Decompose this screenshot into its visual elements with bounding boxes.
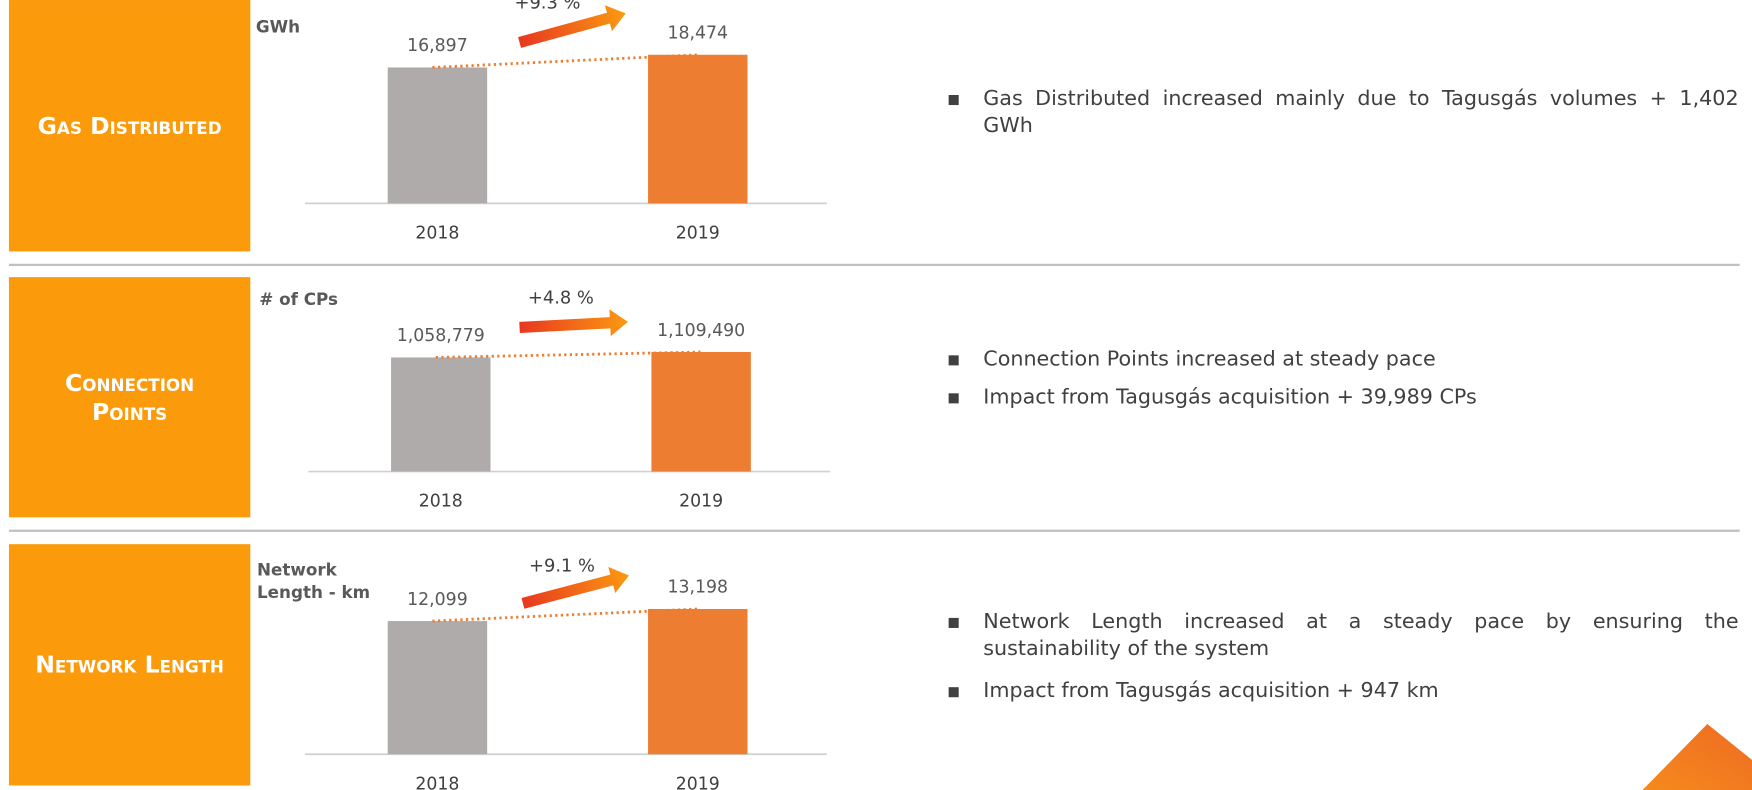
value-label: 18,474 [668, 24, 729, 44]
axis-label: # of CPs [259, 289, 339, 310]
growth-arrow [521, 567, 630, 609]
bullet-marker [948, 617, 959, 628]
section-box [8, 277, 251, 518]
section-label: Gas Distributed [37, 112, 222, 140]
bullet-text-box: Network Length increased at a steady pac… [983, 610, 1739, 661]
section-box [8, 0, 251, 252]
bar [648, 608, 748, 755]
bullet-marker [948, 355, 959, 366]
section-box [8, 544, 251, 786]
bar [648, 54, 748, 204]
category-label: 2019 [676, 774, 720, 790]
category-label: 2018 [415, 224, 459, 244]
bullet-marker [948, 393, 959, 404]
bullet-text: Network Length increased at a steady pac… [983, 610, 1739, 661]
value-label: 16,897 [407, 36, 468, 56]
value-label: 12,099 [407, 590, 468, 610]
section-label: Connection Points [64, 369, 195, 426]
axis-label: Network Length - km [256, 559, 371, 603]
category-label: 2018 [419, 492, 463, 512]
bullet-text: Impact from Tagusgás acquisition + 947 k… [983, 679, 1439, 703]
growth-annotation: +9.1 % [529, 556, 595, 577]
section-label-box: Gas Distributed [37, 112, 222, 140]
category-label: 2018 [415, 774, 459, 790]
bullet-text-box: Gas Distributed increased mainly due to … [983, 87, 1739, 138]
bar [391, 357, 491, 472]
bullet-text: Impact from Tagusgás acquisition + 39,98… [983, 385, 1477, 409]
growth-arrow [518, 5, 626, 48]
axis-label-box: # of CPs [259, 289, 339, 310]
bullet-marker [948, 94, 959, 106]
section-label-box: Network Length [35, 651, 224, 679]
section-label: Network Length [35, 651, 224, 679]
bar [387, 67, 488, 204]
bullet-text: Gas Distributed increased mainly due to … [983, 87, 1739, 138]
growth-arrow [519, 309, 628, 337]
axis-label-box: Network Length - km [256, 559, 371, 603]
category-label: 2019 [676, 224, 720, 244]
growth-annotation: +4.8 % [528, 287, 594, 308]
bullet-marker [948, 687, 959, 698]
axis-label: GWh [255, 16, 301, 37]
section-label-box: Connection Points [64, 369, 195, 426]
bullet-text: Connection Points increased at steady pa… [983, 347, 1436, 371]
bullet-text-box: Connection Points increased at steady pa… [983, 347, 1436, 371]
bar [387, 621, 488, 755]
growth-annotation: +9.3 % [514, 0, 580, 13]
value-label: 1,109,490 [657, 321, 745, 341]
value-label: 13,198 [668, 578, 729, 598]
corner-decoration [1642, 724, 1752, 790]
bar [651, 351, 751, 472]
value-label: 1,058,779 [397, 326, 485, 346]
category-label: 2019 [679, 492, 723, 512]
bullet-text-box: Impact from Tagusgás acquisition + 39,98… [983, 385, 1477, 409]
bullet-text-box: Impact from Tagusgás acquisition + 947 k… [983, 679, 1439, 703]
axis-label-box: GWh [255, 16, 301, 37]
